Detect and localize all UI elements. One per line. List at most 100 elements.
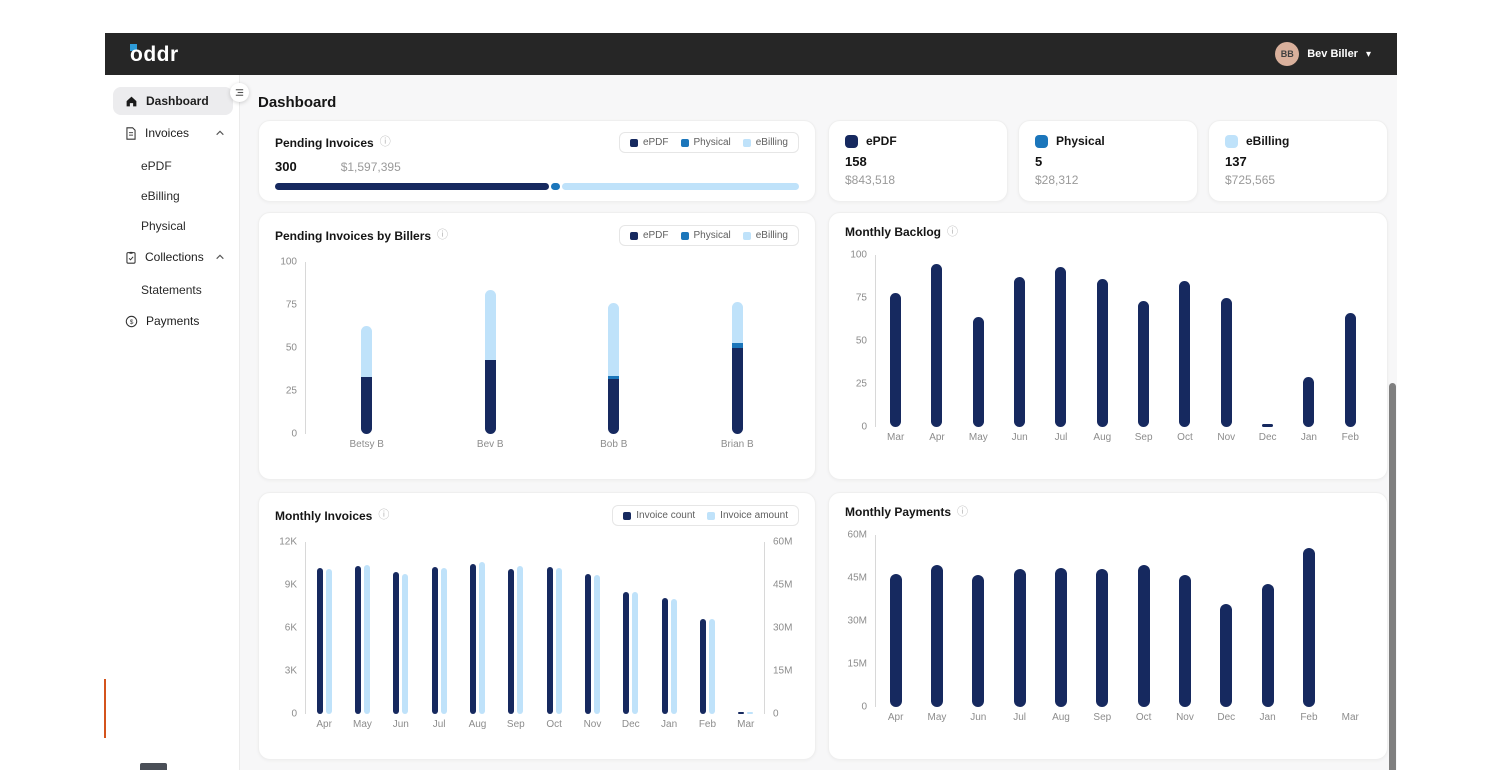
axis-tick: 30M [773, 622, 793, 634]
chart-bar[interactable] [708, 619, 715, 714]
summary-card-ebilling: eBilling 137 $725,565 [1208, 120, 1388, 202]
chart-bar[interactable] [363, 564, 370, 714]
sidebar-item-ebilling[interactable]: eBilling [141, 189, 180, 203]
avatar[interactable]: BB [1275, 42, 1300, 66]
category-label: Aug [468, 719, 487, 730]
chart-bar[interactable] [661, 597, 668, 714]
chart-bar[interactable] [1137, 565, 1150, 707]
chart-bar[interactable] [478, 562, 485, 714]
chart-bar[interactable] [584, 573, 591, 714]
chart-bar[interactable] [931, 263, 943, 427]
chart-bar[interactable] [1096, 279, 1108, 427]
sidebar-item-epdf[interactable]: ePDF [141, 159, 172, 173]
chart-bar[interactable] [738, 711, 745, 714]
backlog-chart-title: Monthly Backlog [845, 225, 942, 239]
info-icon[interactable]: ⓘ [437, 229, 449, 241]
sidebar-item-payments[interactable]: $ Payments [113, 307, 233, 335]
chart-bar[interactable] [469, 563, 476, 714]
scrollbar-thumb[interactable] [1389, 383, 1396, 770]
chart-bar[interactable] [508, 569, 515, 714]
physical-amount: $28,312 [1035, 173, 1079, 187]
chart-bar[interactable] [670, 599, 677, 714]
info-icon[interactable]: ⓘ [379, 136, 391, 148]
chart-bar[interactable] [517, 566, 524, 714]
left-axis: 0 3K 6K 9K 12K [275, 537, 305, 732]
chart-column: Mar [727, 542, 765, 732]
stacked-bar[interactable] [608, 303, 620, 434]
axis-tick: 50 [855, 335, 867, 347]
chart-bar[interactable] [623, 592, 630, 714]
chart-bar[interactable] [1344, 313, 1356, 427]
chart-bar[interactable] [325, 569, 332, 714]
legend-swatch [680, 138, 689, 147]
chart-bar[interactable] [930, 565, 943, 707]
chart-bar[interactable] [1014, 277, 1026, 427]
legend-label: eBilling [755, 230, 788, 241]
chart-bar[interactable] [440, 567, 447, 714]
category-label: Bev B [476, 439, 504, 450]
legend-item: Invoice count [623, 510, 695, 521]
chart-bar[interactable] [890, 292, 902, 427]
info-icon[interactable]: ⓘ [957, 505, 969, 518]
chart-bar[interactable] [1261, 583, 1274, 707]
chart-bar[interactable] [393, 572, 400, 714]
chart-bar[interactable] [747, 711, 754, 714]
chart-bar[interactable] [431, 567, 438, 714]
sidebar-item-invoices[interactable]: Invoices [113, 119, 233, 147]
chart-bar[interactable] [1178, 575, 1191, 707]
chart-bar[interactable] [1220, 298, 1232, 427]
chart-bar[interactable] [1179, 280, 1191, 427]
chart-bar[interactable] [1054, 567, 1067, 707]
chart-bar[interactable] [354, 565, 361, 714]
axis-tick: 15M [773, 665, 793, 677]
sidebar-item-dashboard[interactable]: Dashboard [113, 87, 233, 115]
chart-bar[interactable] [699, 619, 706, 714]
stacked-bar[interactable] [484, 289, 496, 434]
chart-bar[interactable] [1138, 301, 1150, 427]
info-icon[interactable]: ⓘ [947, 225, 959, 238]
category-label: Jan [1300, 432, 1317, 443]
sidebar-collapse-button[interactable] [230, 83, 249, 102]
chart-bar[interactable] [546, 567, 553, 714]
chart-bar[interactable] [1302, 547, 1315, 707]
sidebar-item-collections[interactable]: Collections [113, 243, 233, 271]
chart-bar[interactable] [1262, 424, 1274, 427]
chart-bar[interactable] [889, 573, 902, 707]
sidebar-item-physical[interactable]: Physical [141, 219, 186, 233]
chart-column: Mar [875, 255, 916, 445]
chart-bar[interactable] [402, 573, 409, 714]
axis-tick: 0 [861, 701, 867, 713]
stack-segment [361, 325, 373, 378]
user-menu[interactable]: BB Bev Biller ▾ [1275, 42, 1371, 66]
chart-bar[interactable] [1096, 569, 1109, 707]
chart-bar[interactable] [555, 567, 562, 714]
chart-bar[interactable] [1303, 377, 1315, 427]
chart-bar[interactable] [1055, 267, 1067, 427]
stack-segment [484, 360, 496, 434]
chart-column: Mar [1330, 535, 1371, 725]
chart-column: Sep [497, 542, 535, 732]
sidebar: Dashboard Invoices ePDF eBilling Physica… [105, 75, 249, 770]
sidebar-item-statements[interactable]: Statements [141, 283, 202, 297]
chart-column: Jun [999, 255, 1040, 445]
chart-column: Jul [999, 535, 1040, 725]
progress-segment [275, 183, 550, 190]
stacked-bar[interactable] [731, 301, 743, 434]
info-icon[interactable]: ⓘ [378, 509, 390, 521]
chart-bar[interactable] [316, 567, 323, 714]
chart-column: Jan [650, 542, 688, 732]
stacked-bar[interactable] [361, 325, 373, 434]
chart-column: May [916, 535, 957, 725]
chart-bar[interactable] [632, 592, 639, 714]
category-label: Jun [970, 712, 987, 723]
chart-bar[interactable] [972, 575, 985, 707]
chart-bar[interactable] [1013, 569, 1026, 707]
chart-bar[interactable] [593, 574, 600, 714]
billers-chart-card: Pending Invoices by Billers ⓘ ePDF Physic… [258, 212, 816, 480]
chart-column: Apr [916, 255, 957, 445]
chart-column: Feb [1288, 535, 1329, 725]
chart-bar[interactable] [972, 316, 984, 427]
chart-bar[interactable] [1220, 603, 1233, 707]
oddr-logo[interactable]: oddr [130, 43, 179, 65]
